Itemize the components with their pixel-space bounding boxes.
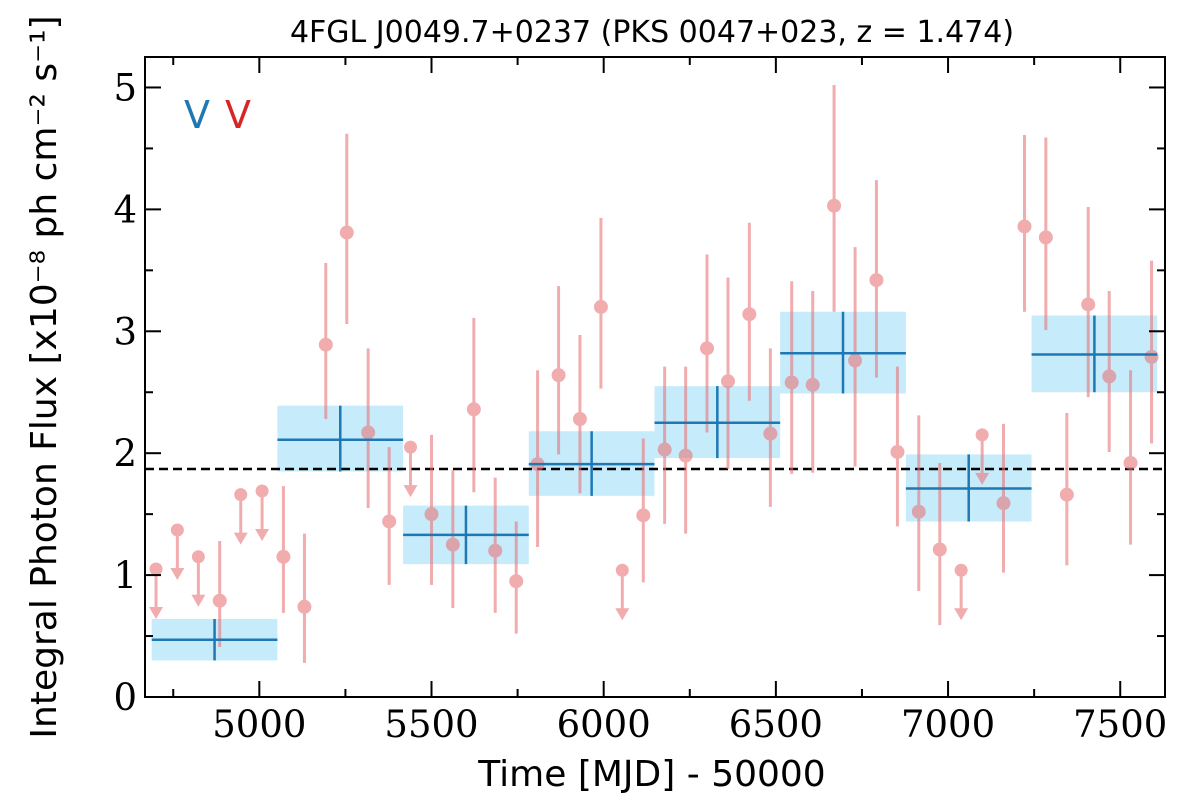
y-tick-label: 3 xyxy=(113,310,137,353)
y-tick-label: 2 xyxy=(113,432,137,475)
fine-data-point xyxy=(932,542,947,557)
fine-data-point xyxy=(445,537,460,552)
fine-data-point xyxy=(572,412,587,427)
upper-limit-arrow-head xyxy=(191,594,206,607)
upper-limit-arrow-head xyxy=(233,532,248,545)
y-axis-title: Integral Photon Flux [x10⁻⁸ ph cm⁻² s⁻¹] xyxy=(24,15,65,738)
fine-data-point xyxy=(339,225,354,240)
fine-data-point xyxy=(593,299,608,314)
x-tick-label: 6500 xyxy=(729,703,823,746)
fine-data-point xyxy=(466,402,481,417)
fine-data-point xyxy=(361,425,376,440)
upper-limit-arrow-head xyxy=(170,567,185,580)
upper-limit-point xyxy=(615,563,629,577)
tick-layer: 5000 5500 6000 6500 7000 7500 0 1 2 3 4 5 xyxy=(113,57,1167,746)
y-tick-label: 4 xyxy=(113,188,137,231)
fine-data-point xyxy=(869,273,884,288)
fine-data-point xyxy=(678,448,693,463)
fine-data-point xyxy=(1123,455,1138,470)
fine-data-point xyxy=(318,337,333,352)
fine-data-point xyxy=(1038,230,1053,245)
fine-data-point xyxy=(742,307,757,322)
fine-data-point xyxy=(848,353,863,368)
fine-data-point xyxy=(721,374,736,389)
fine-data-point xyxy=(763,426,778,441)
upper-limit-point xyxy=(149,562,163,576)
upper-limit-arrow-head xyxy=(954,608,969,621)
fine-data-point xyxy=(890,444,905,459)
fine-data-point xyxy=(657,442,672,457)
upper-limit-arrow-head xyxy=(149,607,164,619)
fine-data-point xyxy=(827,198,842,213)
upper-limit-point xyxy=(975,428,989,442)
x-tick-label: 5000 xyxy=(212,703,306,746)
fine-data-point xyxy=(996,496,1011,511)
plot-layer xyxy=(145,85,1165,663)
fine-data-point xyxy=(636,508,651,523)
x-tick-label: 7000 xyxy=(901,703,995,746)
upper-limit-point xyxy=(191,550,205,564)
y-tick-label: 1 xyxy=(113,554,137,597)
fine-data-point xyxy=(551,368,566,383)
fine-data-point xyxy=(1144,349,1159,364)
fine-data-point xyxy=(276,549,291,564)
fine-data-point xyxy=(509,574,524,589)
upper-limit-point xyxy=(234,488,248,502)
fine-data-point xyxy=(488,543,503,558)
fine-data-point xyxy=(784,375,799,390)
fine-data-point xyxy=(1017,219,1032,234)
legend-entry-coarse: V xyxy=(184,93,210,137)
upper-limit-arrow-head xyxy=(975,472,990,485)
fine-data-point xyxy=(911,504,926,519)
upper-limit-point xyxy=(954,563,968,577)
y-tick-label: 5 xyxy=(113,66,137,109)
fine-data-point xyxy=(699,341,714,356)
fine-data-point xyxy=(1102,369,1117,384)
legend-entry-fine: V xyxy=(225,93,251,137)
legend: V V xyxy=(184,93,251,137)
fine-data-point xyxy=(297,599,312,614)
chart-title: 4FGL J0049.7+0237 (PKS 0047+023, z = 1.4… xyxy=(290,15,1014,50)
fine-data-point xyxy=(212,593,227,608)
fine-data-point xyxy=(805,377,820,392)
fine-data-point xyxy=(424,507,439,522)
upper-limit-point xyxy=(255,484,269,498)
x-tick-label: 7500 xyxy=(1073,703,1167,746)
upper-limit-point xyxy=(170,523,184,537)
fine-data-point xyxy=(1059,487,1074,502)
fine-data-point xyxy=(382,514,397,529)
upper-limit-arrow-head xyxy=(403,485,418,498)
x-tick-label: 5500 xyxy=(384,703,478,746)
upper-limit-point xyxy=(404,440,418,454)
plot-frame xyxy=(144,56,1166,698)
y-tick-label: 0 xyxy=(113,676,137,719)
fine-data-point xyxy=(1081,297,1096,312)
fine-bin-series xyxy=(149,85,1159,663)
upper-limit-arrow-head xyxy=(255,528,270,541)
x-axis-title: Time [MJD] - 50000 xyxy=(477,754,825,795)
upper-limit-arrow-head xyxy=(615,608,630,621)
x-tick-label: 6000 xyxy=(557,703,651,746)
